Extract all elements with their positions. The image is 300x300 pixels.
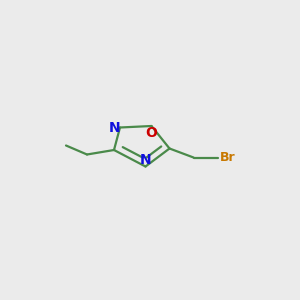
Text: Br: Br bbox=[220, 151, 236, 164]
Text: N: N bbox=[140, 152, 151, 167]
Text: N: N bbox=[108, 121, 120, 134]
Text: O: O bbox=[146, 126, 158, 140]
